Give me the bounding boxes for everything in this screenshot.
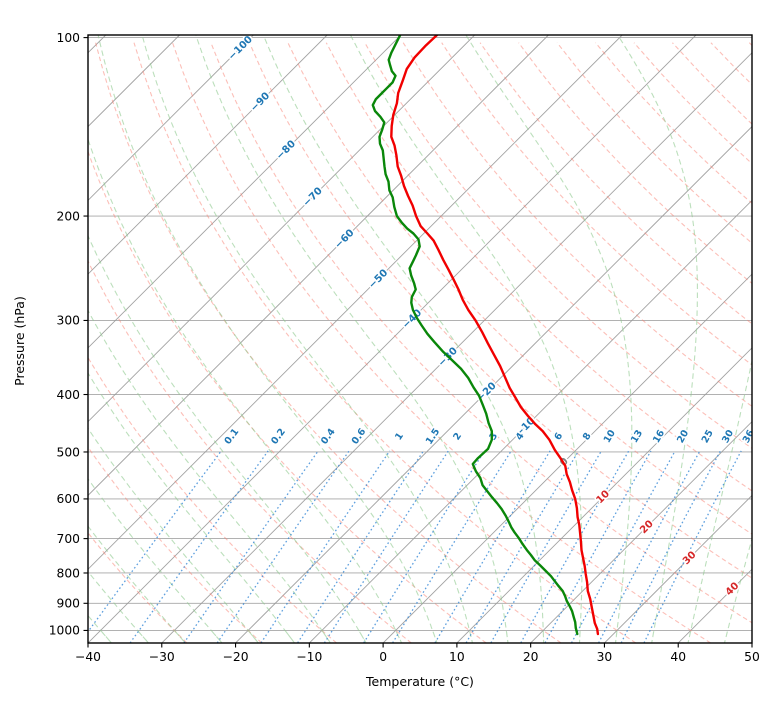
- moist-adiabats: [88, 35, 752, 643]
- svg-text:800: 800: [57, 566, 80, 580]
- svg-text:400: 400: [57, 388, 80, 402]
- plot-frame: [87, 34, 753, 644]
- temperature-curve: [390, 35, 600, 636]
- svg-text:−20: −20: [223, 650, 249, 664]
- dewpoint-curve: [371, 35, 579, 636]
- svg-text:100: 100: [57, 31, 80, 45]
- svg-text:600: 600: [57, 492, 80, 506]
- svg-text:1000: 1000: [49, 624, 80, 638]
- isotherm-lines: [88, 35, 752, 643]
- svg-text:40: 40: [670, 650, 686, 664]
- svg-text:30: 30: [597, 650, 613, 664]
- pressure-gridlines: [88, 37, 752, 631]
- svg-text:700: 700: [57, 532, 80, 546]
- svg-text:20: 20: [523, 650, 539, 664]
- svg-text:500: 500: [57, 445, 80, 459]
- y-tick-labels: 100 200 300 400 500 600 700 800 900 1000: [49, 31, 88, 638]
- x-axis-label: Temperature (°C): [366, 674, 474, 689]
- mixing-ratio-lines: [88, 450, 742, 643]
- y-axis-label: Pressure (hPa): [12, 296, 27, 386]
- svg-text:10: 10: [449, 650, 465, 664]
- svg-text:300: 300: [57, 314, 80, 328]
- svg-text:50: 50: [744, 650, 760, 664]
- svg-text:0: 0: [379, 650, 387, 664]
- svg-text:−10: −10: [296, 650, 322, 664]
- svg-text:−30: −30: [149, 650, 175, 664]
- x-tick-labels: −40 −30 −20 −10 0 10 20 30 40 50: [75, 643, 760, 664]
- dry-adiabats: [88, 42, 752, 643]
- svg-text:900: 900: [57, 597, 80, 611]
- svg-text:200: 200: [57, 209, 80, 223]
- svg-text:−40: −40: [75, 650, 101, 664]
